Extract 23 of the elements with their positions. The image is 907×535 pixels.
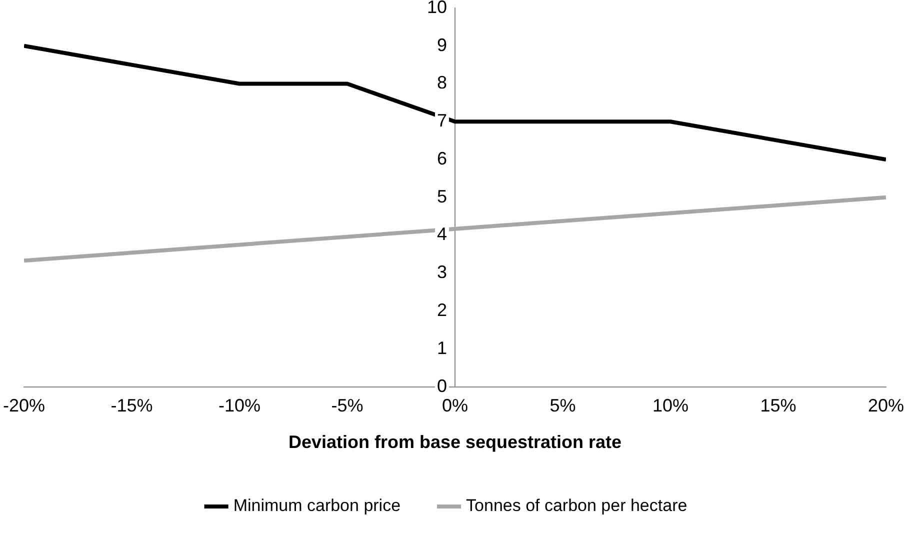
y-tick-label: 2 (436, 300, 447, 320)
x-tick-label: 15% (760, 396, 796, 416)
x-tick-label: 5% (550, 396, 576, 416)
y-tick-label: 3 (436, 262, 447, 282)
y-tick-label: 5 (436, 186, 447, 206)
legend-label: Tonnes of carbon per hectare (466, 496, 688, 516)
y-tick-label: 8 (436, 72, 447, 93)
x-tick-label: 0% (442, 396, 468, 416)
x-tick-label: 10% (652, 396, 689, 416)
y-tick-label: 1 (436, 338, 447, 358)
y-tick-label: 9 (436, 34, 447, 55)
legend-label: Minimum carbon price (233, 496, 401, 516)
y-tick-label: 10 (426, 0, 447, 17)
y-tick-label: 0 (436, 376, 447, 396)
x-axis-title: Deviation from base sequestration rate (288, 432, 622, 452)
x-tick-label: -5% (331, 396, 364, 416)
x-tick-label: -20% (2, 396, 46, 416)
x-tick-label: -10% (218, 396, 261, 416)
y-tick-label: 6 (436, 148, 447, 168)
y-tick-label: 4 (436, 224, 447, 244)
y-tick-label: 7 (436, 110, 447, 131)
x-tick-label: -15% (110, 396, 153, 416)
x-tick-label: 20% (868, 396, 904, 416)
